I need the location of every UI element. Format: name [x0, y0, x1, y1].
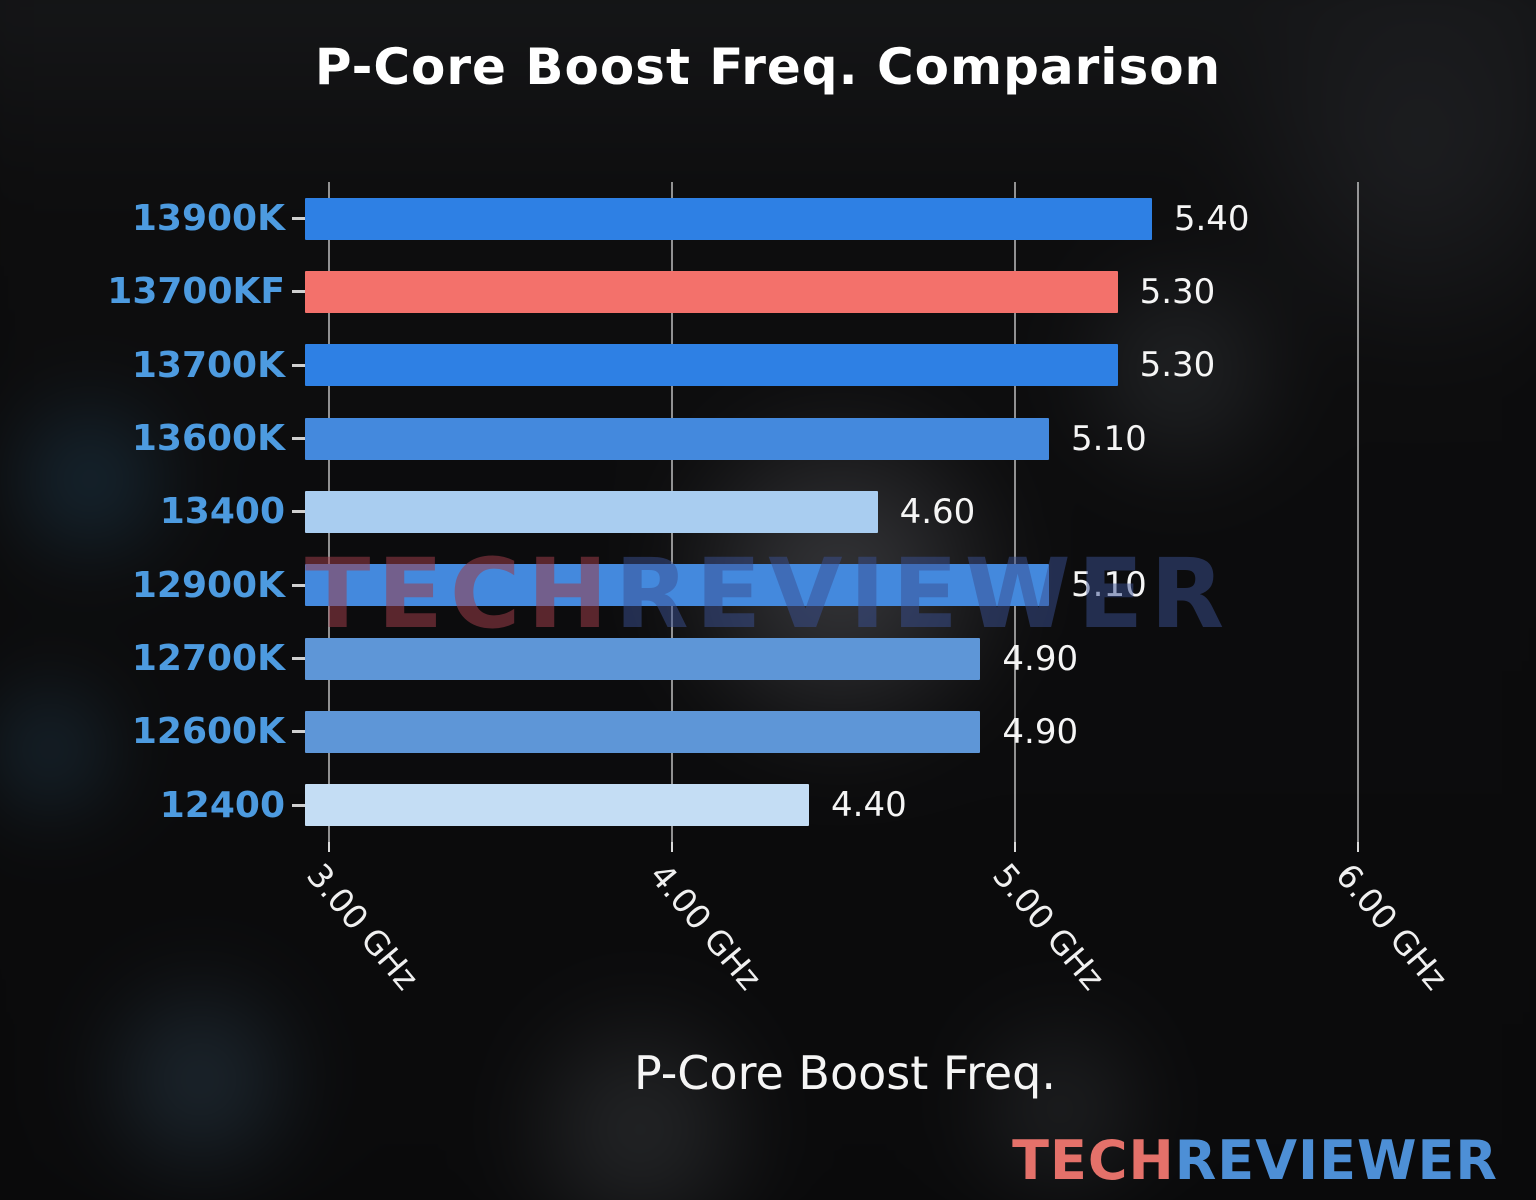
y-tick [292, 803, 305, 807]
bar-row-12900K: 12900K 5.10 [132, 549, 1385, 622]
value-label-13400: 4.60 [899, 491, 976, 532]
value-label-13700KF: 5.30 [1139, 271, 1216, 312]
x-axis-label: P-Core Boost Freq. [633, 1046, 1057, 1100]
value-label-13600K: 5.10 [1071, 418, 1147, 459]
value-label-12600K: 4.90 [1002, 711, 1079, 752]
category-label-12900K: 12900K [131, 564, 285, 606]
value-label-12700K: 4.90 [1002, 638, 1079, 679]
techreviewer-logo: TECHREVIEWER [1012, 1129, 1498, 1192]
y-tick [292, 217, 305, 221]
value-label-13700K: 5.30 [1139, 345, 1216, 386]
plot-area: 13900K 5.40 13700KF 5.30 13700K 5.30 13600K 5.1… [107, 182, 1385, 852]
bar-13700KF [305, 270, 1118, 313]
category-label-12700K: 12700K [131, 638, 285, 680]
category-label-13400: 13400 [159, 491, 285, 533]
bar-13600K [305, 417, 1049, 460]
chart-title: P-Core Boost Freq. Comparison [314, 38, 1222, 96]
category-label-13600K: 13600K [131, 418, 285, 460]
category-label-13700KF: 13700KF [107, 271, 285, 313]
bar-row-13600K: 13600K 5.10 [132, 402, 1385, 475]
bar-row-12700K: 12700K 4.90 [132, 622, 1385, 695]
logo-reviewer: REVIEWER [1174, 1129, 1498, 1192]
category-label-12600K: 12600K [131, 711, 285, 753]
bar-row-13700KF: 13700KF 5.30 [107, 255, 1385, 328]
bar-13400 [305, 490, 878, 533]
logo-tech: TECH [1012, 1129, 1175, 1192]
bar-13900K [305, 197, 1152, 240]
category-label-13900K: 13900K [131, 198, 285, 240]
gridline-6.00 GHz [1356, 182, 1359, 852]
bar-12600K [305, 710, 981, 753]
bar-12700K [305, 637, 981, 680]
bar-13700K [305, 344, 1118, 387]
bar-rows: 13900K 5.40 13700KF 5.30 13700K 5.30 13600K 5.1… [107, 182, 1385, 842]
gridline-5.00 GHz [1013, 182, 1016, 852]
bar-12400 [305, 784, 809, 827]
category-label-13700K: 13700K [131, 344, 285, 386]
y-tick [292, 363, 305, 367]
value-label-12900K: 5.10 [1071, 565, 1147, 606]
bar-row-13700K: 13700K 5.30 [132, 329, 1385, 402]
bar-12900K [305, 564, 1049, 607]
category-label-12400: 12400 [159, 784, 285, 826]
bar-row-13400: 13400 4.60 [160, 475, 1385, 548]
bar-row-12600K: 12600K 4.90 [132, 695, 1385, 768]
bar-row-13900K: 13900K 5.40 [132, 182, 1385, 255]
y-tick [292, 657, 305, 661]
value-label-13900K: 5.40 [1173, 198, 1250, 239]
value-label-12400: 4.40 [831, 785, 907, 826]
y-tick [292, 437, 305, 441]
bar-row-12400: 12400 4.40 [160, 769, 1385, 842]
y-tick [292, 583, 305, 587]
y-tick [292, 730, 305, 734]
y-tick [292, 510, 305, 514]
y-tick [292, 290, 305, 294]
